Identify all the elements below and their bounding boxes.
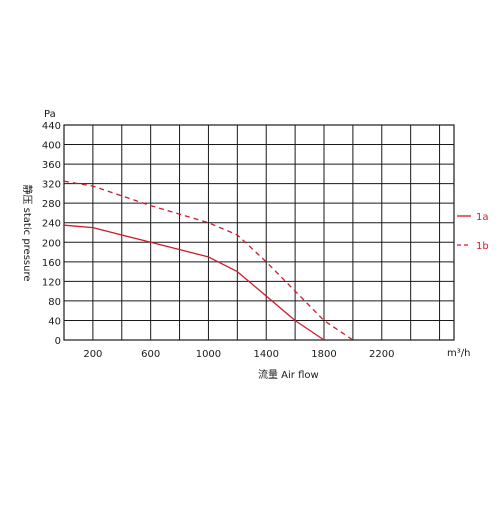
plot-frame	[63, 124, 455, 341]
y-unit-label: Pa	[44, 109, 56, 120]
x-tick-label: 1000	[196, 349, 221, 360]
legend-label-1a: 1a	[476, 212, 489, 223]
x-unit-label: m³/h	[447, 348, 470, 359]
y-tick-label: 80	[48, 297, 61, 308]
legend: 1a 1b	[457, 212, 489, 252]
x-tick-label: 1800	[311, 349, 336, 360]
plot-border	[63, 124, 455, 341]
series-group	[63, 180, 354, 341]
labels-group: 0 40 80 120 160 200 240 280 320 360 400 440 200 600 10…	[21, 109, 470, 381]
y-axis-title: 静压 static pressure	[21, 184, 34, 281]
y-tick-label: 280	[42, 199, 61, 210]
y-tick-label: 0	[55, 336, 61, 347]
y-tick-label: 200	[42, 238, 61, 249]
x-tick-label: 1400	[253, 349, 278, 360]
y-tick-label: 400	[42, 141, 61, 152]
y-tick-label: 40	[48, 316, 61, 327]
x-tick-label: 200	[83, 349, 102, 360]
y-tick-label: 320	[42, 180, 61, 191]
series-line-1b	[63, 180, 354, 341]
grid	[64, 125, 454, 340]
x-tick-label: 600	[141, 349, 160, 360]
y-tick-label: 240	[42, 219, 61, 230]
x-tick-label: 2200	[369, 349, 394, 360]
x-axis-title: 流量 Air flow	[258, 368, 319, 381]
y-tick-label: 440	[42, 121, 61, 132]
y-tick-label: 160	[42, 258, 61, 269]
y-tick-label: 120	[42, 277, 61, 288]
legend-label-1b: 1b	[476, 241, 489, 252]
series-line-1a	[63, 224, 325, 341]
y-tick-label: 360	[42, 160, 61, 171]
